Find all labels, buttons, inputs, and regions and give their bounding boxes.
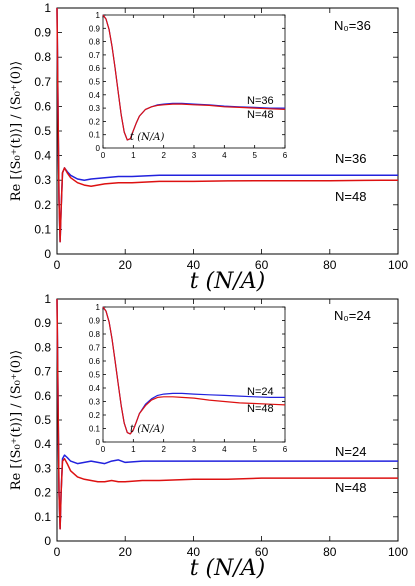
inset-axes-1-ytick-label: 0.2 [89, 117, 101, 126]
series-label-1: N=36 [335, 151, 366, 166]
inset-axes-2: 0 0.1 0.2 0.3 0.4 0.5 0.6 0.7 0.8 0.9 1 0 1 2 3 4 5 6 [89, 303, 288, 454]
inset-axes-1-ytick-label: 0.6 [89, 64, 101, 73]
main-axes-2-xtick-label: 100 [388, 545, 408, 559]
series-label-2: N=48 [335, 480, 366, 495]
inset-axes-2-ytick-label: 0.6 [89, 357, 101, 366]
main-axes-2-xtick-label: 80 [323, 545, 337, 559]
inset-axes-2-xtick-label: 0 [101, 445, 106, 454]
main-axes-1-ytick-label: 0.1 [34, 222, 51, 236]
corner-label: N₀=24 [334, 308, 371, 323]
inset-axes-2-ytick-label: 0.1 [89, 425, 101, 434]
inset-series-label-2: N=48 [247, 109, 274, 121]
main-axes-1-xtick-label: 100 [388, 258, 408, 272]
inset-axes-1-ytick-label: 0.8 [89, 38, 101, 47]
main-axes-2-xtick-label: 0 [54, 545, 61, 559]
panel-1: 00.10.20.30.40.50.60.70.80.910 20 40 60 80 10… [9, 1, 408, 294]
inset-series-label-2: N=48 [247, 403, 274, 415]
main-axes-1-xtick-label: 20 [119, 258, 133, 272]
main-axes-1-ytick-label: 0.7 [34, 75, 51, 89]
inset-axes-1-xtick-label: 6 [283, 151, 288, 160]
main-axes-1-xtick-label: 60 [255, 258, 269, 272]
main-axes-2-ytick-label: 0 [44, 534, 51, 548]
main-axes-2-ytick-label: 0.8 [34, 340, 51, 354]
inset-axes-2-ytick-label: 0.3 [89, 398, 101, 407]
inset-axes-2-ytick-label: 0.8 [89, 330, 101, 339]
inset-axes-2-xtick-label: 6 [283, 445, 288, 454]
main-axes-1-ytick-label: 0.6 [34, 99, 51, 113]
main-axes-2-ytick-label: 0.6 [34, 389, 51, 403]
main-axes-2-ytick-label: 0.7 [34, 365, 51, 379]
main-axes-1-ytick-label: 0.4 [34, 149, 51, 163]
main-axes-2-ytick-label: 1 [44, 292, 51, 306]
series-label-1: N=24 [335, 444, 366, 459]
main-axes-1-ytick-label: 0.9 [34, 26, 51, 40]
y-axis-label: Re [⟨S₀⁺(t)⟩] / ⟨S₀⁺(0)⟩ [9, 61, 24, 201]
main-axes-1-series-line-2 [56, 7, 399, 243]
main-axes-2-ytick-label: 0.9 [34, 316, 51, 330]
main-axes-2-series-line-2 [56, 298, 398, 530]
inset-x-axis-label: t (N/A) [130, 132, 164, 143]
inset-axes-2-xtick-label: 1 [131, 445, 136, 454]
inset-axes-2-ytick-label: 0.2 [89, 411, 101, 420]
main-axes-2-xtick-label: 40 [187, 545, 201, 559]
inset-axes-2-xtick-label: 3 [192, 445, 197, 454]
main-axes-1-xtick-label: 40 [187, 258, 201, 272]
panel-2: 00.10.20.30.40.50.60.70.80.910 20 40 60 80 10… [9, 292, 408, 581]
inset-axes-1-xtick-label: 4 [222, 151, 227, 160]
inset-axes-1-xtick-label: 2 [161, 151, 166, 160]
inset-axes-2-frame [102, 306, 286, 443]
inset-axes-1-xtick-label: 3 [192, 151, 197, 160]
main-axes-2-ytick-label: 0.5 [34, 413, 51, 427]
main-axes-2-ytick-label: 0.1 [34, 510, 51, 524]
inset-axes-1-ytick-label: 1 [96, 11, 101, 20]
main-axes-2-xtick-label: 20 [119, 545, 133, 559]
inset-axes-1-xtick-label: 5 [252, 151, 257, 160]
inset-axes-2-ytick-label: 1 [96, 303, 101, 312]
inset-axes-2-ytick-label: 0.4 [89, 384, 101, 393]
main-axes-1-xtick-label: 80 [323, 258, 337, 272]
inset-axes-2-ytick-label: 0 [96, 438, 101, 447]
x-axis-label: t (N/A) [190, 556, 266, 581]
main-axes-2-ytick-label: 0.3 [34, 461, 51, 475]
main-axes-2-ytick-label: 0.2 [34, 486, 51, 500]
inset-axes-2-ytick-label: 0.9 [89, 317, 101, 326]
main-axes-1-ytick-label: 0.5 [34, 124, 51, 138]
series-label-2: N=48 [335, 189, 366, 204]
x-axis-label: t (N/A) [190, 269, 266, 294]
main-axes-1-ytick-label: 0.3 [34, 173, 51, 187]
inset-axes-1-ytick-label: 0.1 [89, 131, 101, 140]
main-axes-1-ytick-label: 0 [44, 247, 51, 261]
y-axis-label: Re [⟨S₀⁺(t)⟩] / ⟨S₀⁺(0)⟩ [9, 350, 24, 490]
inset-axes-1-ytick-label: 0.9 [89, 24, 101, 33]
main-axes-1-ytick-label: 0.8 [34, 50, 51, 64]
inset-axes-2-xtick-label: 2 [161, 445, 166, 454]
main-axes-2-ytick-label: 0.4 [34, 437, 51, 451]
inset-axes-1-series-line-2 [102, 14, 286, 141]
inset-x-axis-label: t (N/A) [130, 424, 164, 435]
inset-axes-2-xtick-label: 5 [252, 445, 257, 454]
inset-axes-1-ytick-label: 0.3 [89, 104, 101, 113]
inset-series-label-1: N=36 [247, 95, 274, 107]
inset-axes-1-ytick-label: 0 [96, 144, 101, 153]
corner-label: N₀=36 [334, 18, 371, 33]
inset-axes-2-series-line-2 [102, 306, 286, 435]
main-axes-1-xtick-label: 0 [54, 258, 61, 272]
main-axes-1-ytick-label: 1 [44, 1, 51, 15]
inset-axes-1-xtick-label: 0 [101, 151, 106, 160]
inset-axes-1-ytick-label: 0.7 [89, 51, 101, 60]
inset-series-label-1: N=24 [247, 386, 274, 398]
main-axes-2-xtick-label: 60 [255, 545, 269, 559]
inset-axes-1: 0 0.1 0.2 0.3 0.4 0.5 0.6 0.7 0.8 0.9 1 0 1 2 3 4 5 6 [89, 11, 288, 160]
inset-axes-2-ytick-label: 0.7 [89, 344, 101, 353]
inset-axes-2-ytick-label: 0.5 [89, 371, 101, 380]
inset-axes-1-ytick-label: 0.5 [89, 78, 101, 87]
inset-axes-1-xtick-label: 1 [131, 151, 136, 160]
inset-axes-1-frame [102, 14, 286, 149]
main-axes-1-ytick-label: 0.2 [34, 198, 51, 212]
inset-axes-1-ytick-label: 0.4 [89, 91, 101, 100]
inset-axes-2-xtick-label: 4 [222, 445, 227, 454]
